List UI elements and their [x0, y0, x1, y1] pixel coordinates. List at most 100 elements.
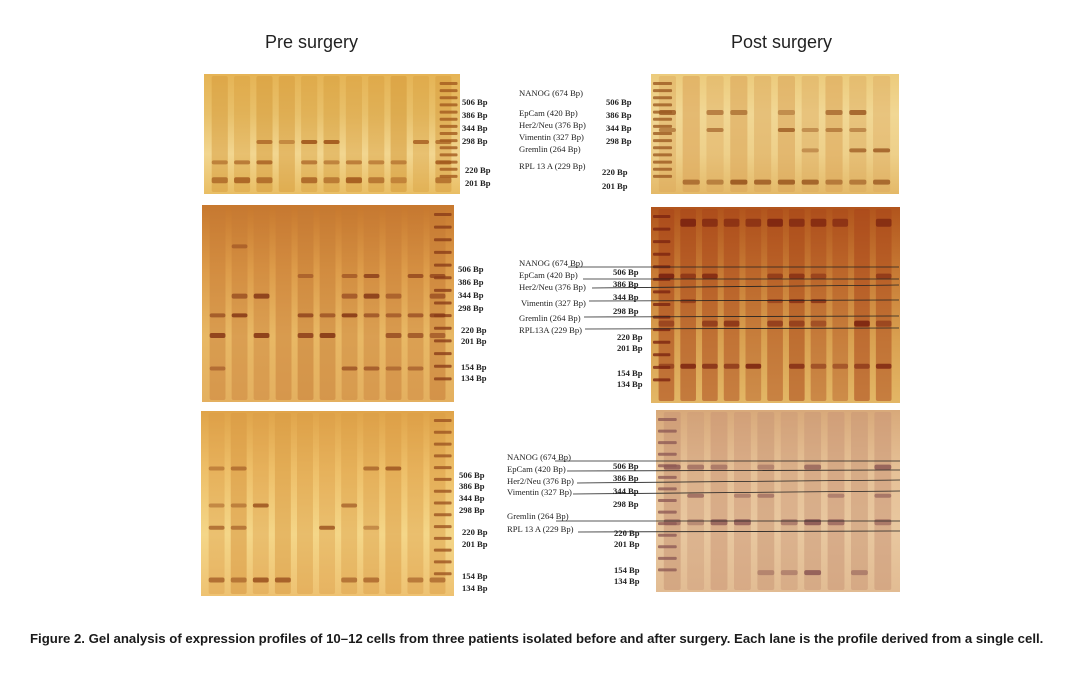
gel-band: [385, 466, 402, 471]
gel-band: [875, 273, 892, 279]
gel-band: [801, 148, 819, 153]
f2-post-bp-label: 154 Bp: [617, 368, 643, 378]
f2-gene-label: NANOG (674 Bp): [519, 258, 583, 268]
gel-band: [810, 218, 827, 227]
gel-lane: [873, 76, 891, 192]
gel-band: [323, 177, 340, 184]
gel-band: [253, 333, 270, 339]
gel-band: [363, 577, 380, 583]
gel-band: [874, 519, 892, 526]
gel-band: [702, 273, 718, 279]
f3-pre-bp-label: 201 Bp: [462, 539, 488, 549]
gel-band: [730, 179, 748, 185]
gel-band: [301, 160, 318, 165]
ladder-band: [658, 568, 677, 572]
gel-band: [278, 140, 295, 144]
gel-band: [810, 299, 827, 304]
gel-lane: [234, 76, 251, 192]
ladder-band: [434, 314, 452, 318]
f2-post-bp-label: 134 Bp: [617, 379, 643, 389]
gel-band: [767, 273, 783, 279]
gel-band: [874, 464, 892, 470]
gel-lane: [730, 76, 748, 192]
f3-gene-label: Vimentin (327 Bp): [507, 487, 572, 497]
f1-gene-label: RPL 13 A (229 Bp): [519, 161, 586, 171]
ladder-band: [653, 117, 673, 121]
gel-band: [687, 464, 705, 470]
f3-post-bp-label: 201 Bp: [614, 539, 640, 549]
gel-band: [256, 177, 273, 184]
ladder-band: [434, 288, 452, 292]
f3-gene-label: Her2/Neu (376 Bp): [507, 476, 574, 486]
gel-band: [849, 128, 867, 132]
gel-band: [680, 363, 696, 369]
gel-band: [854, 363, 870, 369]
ladder-band: [653, 328, 671, 332]
gel-band: [341, 503, 358, 508]
f1-post-bp-label: 506 Bp: [606, 97, 632, 107]
gel-lane: [274, 413, 291, 594]
gel-band: [252, 503, 269, 508]
gel-band: [368, 177, 385, 184]
ladder-band: [433, 548, 452, 552]
gel-lane: [745, 209, 762, 401]
f2-pre-bp-label: 154 Bp: [461, 362, 487, 372]
gel-band: [301, 177, 318, 184]
gel-band: [209, 333, 226, 339]
f1-pre-bp-label: 386 Bp: [462, 110, 488, 120]
ladder-band: [433, 525, 452, 529]
ladder-band: [433, 536, 452, 540]
gel-lane: [682, 76, 700, 192]
gel-lane: [804, 412, 822, 590]
gel-pre-1: [204, 74, 460, 194]
gel-band: [429, 577, 446, 583]
gel-band: [658, 320, 675, 327]
gel-post-2: [651, 207, 900, 403]
gel-band: [435, 177, 452, 184]
ladder-band: [439, 110, 458, 114]
gel-band: [234, 160, 251, 165]
gel-band: [256, 160, 273, 165]
ladder-band: [653, 89, 673, 93]
gel-lane: [832, 209, 849, 401]
ladder-band: [658, 522, 677, 526]
ladder-band: [433, 466, 452, 470]
gel-lane: [801, 76, 819, 192]
f2-post-bp-label: 506 Bp: [613, 267, 639, 277]
gel-lane: [345, 76, 362, 192]
gel-band: [345, 177, 362, 184]
ladder-band: [433, 560, 452, 564]
gel-band: [231, 244, 248, 249]
ladder-band: [658, 545, 677, 549]
f2-gene-label: RPL13A (229 Bp): [519, 325, 583, 335]
gel-band: [341, 313, 358, 318]
gel-band: [208, 503, 225, 508]
gel-lane: [253, 207, 270, 400]
gel-band: [680, 299, 696, 304]
gel-band: [827, 493, 845, 498]
gel-band: [407, 577, 424, 583]
f3-pre-bp-label: 506 Bp: [459, 470, 485, 480]
gel-band: [368, 160, 385, 165]
gel-band: [363, 366, 380, 371]
ladder-band: [433, 419, 452, 422]
f3-post-bp-label: 506 Bp: [613, 461, 639, 471]
gel-band: [810, 320, 827, 327]
ladder-band: [439, 146, 458, 150]
gel-band: [723, 363, 740, 369]
gel-lane: [788, 209, 805, 401]
f1-post-bp-label: 220 Bp: [602, 167, 628, 177]
gel-band: [854, 320, 870, 327]
gel-lane: [767, 209, 783, 401]
gel-band: [801, 179, 819, 185]
gel-lane: [407, 413, 424, 594]
f1-gene-label: Gremlin (264 Bp): [519, 144, 581, 154]
gel-band: [723, 218, 740, 227]
gel-band: [849, 179, 867, 185]
f2-pre-bp-label: 298 Bp: [458, 303, 484, 313]
ladder-band: [433, 454, 452, 458]
gel-band: [363, 273, 380, 278]
gel-lane: [341, 207, 358, 400]
ladder-band: [433, 430, 452, 434]
gel-band: [849, 148, 867, 153]
